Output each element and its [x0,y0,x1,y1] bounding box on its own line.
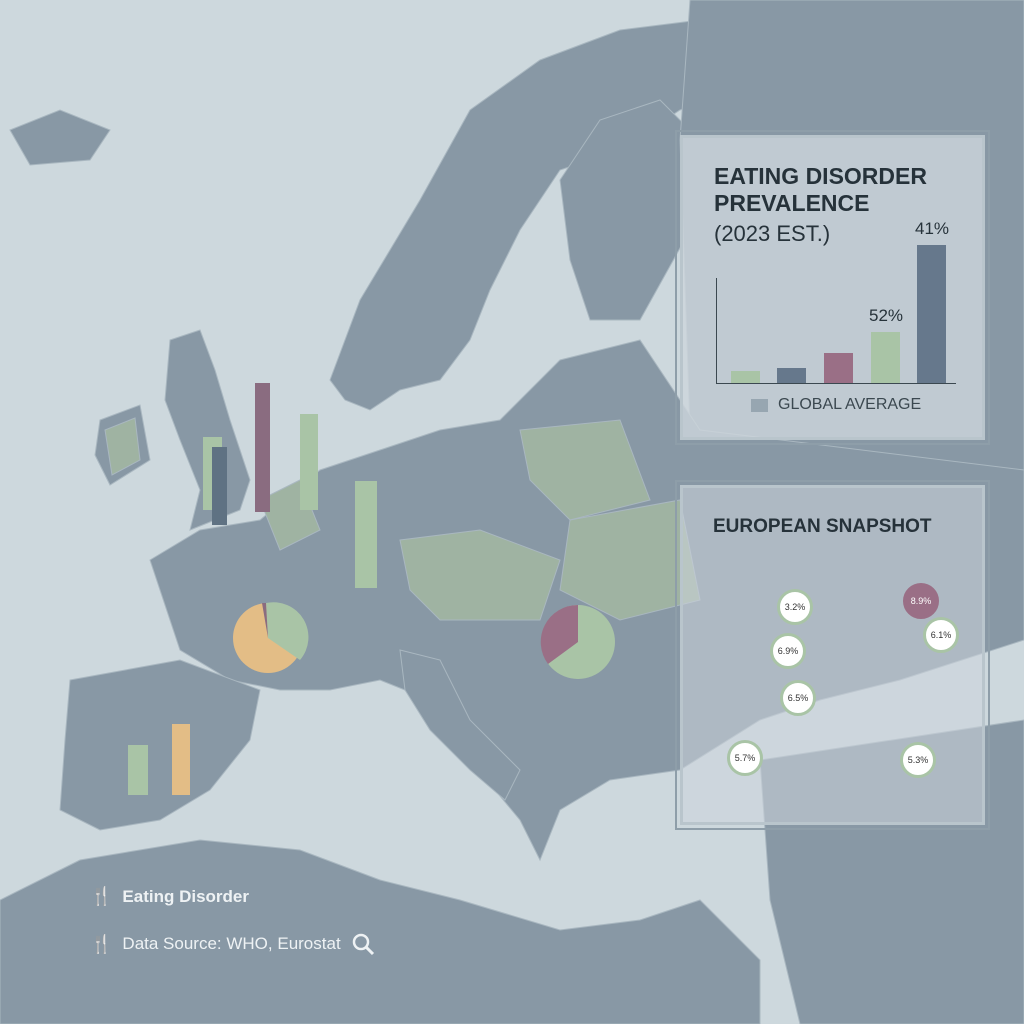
snapshot-badge: 6.5% [780,680,816,716]
ukraine-region [559,499,701,621]
chart-bar-2 [777,367,806,383]
central-region [399,529,561,621]
chart-data-label: 52% [868,305,904,325]
legend-title-row: 🍴 Eating Disorder [90,886,249,907]
pie-slice-green [266,602,309,660]
snapshot-title: EUROPEAN SNAPSHOT [713,516,932,537]
snapshot-badge: 6.9% [770,633,806,669]
chart-bar-4 [871,331,900,383]
legend-label: GLOBAL AVERAGE [778,396,922,413]
prevalence-panel: EATING DISORDER PREVALENCE (2023 EST.) 5… [675,130,990,445]
pie-slice-mauve [540,604,578,664]
poland-region [519,419,651,521]
ireland-fill [104,417,141,476]
chart-bar-1 [731,370,760,383]
legend-title: Eating Disorder [122,886,250,906]
panel-title-line1: EATING DISORDER [714,163,927,189]
snapshot-badge: 8.9% [903,583,939,619]
iberia [59,659,261,831]
map-bar-spain-green [128,745,148,795]
fork-knife-icon: 🍴 [90,933,113,954]
fork-knife-icon: 🍴 [90,886,113,906]
snapshot-badge: 5.3% [900,742,936,778]
north-africa [0,839,761,1024]
italy [399,649,521,801]
snapshot-badge: 3.2% [777,589,813,625]
map-bar-germany-green [355,481,377,588]
iceland [9,109,111,166]
map-bar-uk-dark [212,447,227,525]
search-icon[interactable] [351,932,375,956]
legend-source-row: 🍴 Data Source: WHO, Eurostat [90,932,375,956]
pie-slice-mauve [262,602,268,638]
map-bar-benelux-green [300,414,318,510]
chart-bar-5 [917,244,946,383]
map-bar-benelux-mauve [255,383,270,512]
snapshot-panel: EUROPEAN SNAPSHOT 3.2% 6.9% 6.5% 5.7% 8.9% 6.… [675,480,990,830]
great-britain [164,329,251,531]
snapshot-badge: 5.7% [727,740,763,776]
map-bar-spain-orange [172,724,190,795]
panel-title-line2: PREVALENCE [714,190,870,216]
snapshot-badge: 6.1% [923,617,959,653]
legend-swatch [751,399,768,412]
pie-france [233,602,309,673]
legend-source: Data Source: WHO, Eurostat [122,934,341,953]
x-axis [716,383,956,384]
panel-subtitle: (2023 EST.) [714,221,831,246]
chart-data-label: 41% [914,218,950,238]
chart-bar-3 [824,352,853,383]
y-axis [716,278,717,383]
pie-romania [540,604,615,679]
